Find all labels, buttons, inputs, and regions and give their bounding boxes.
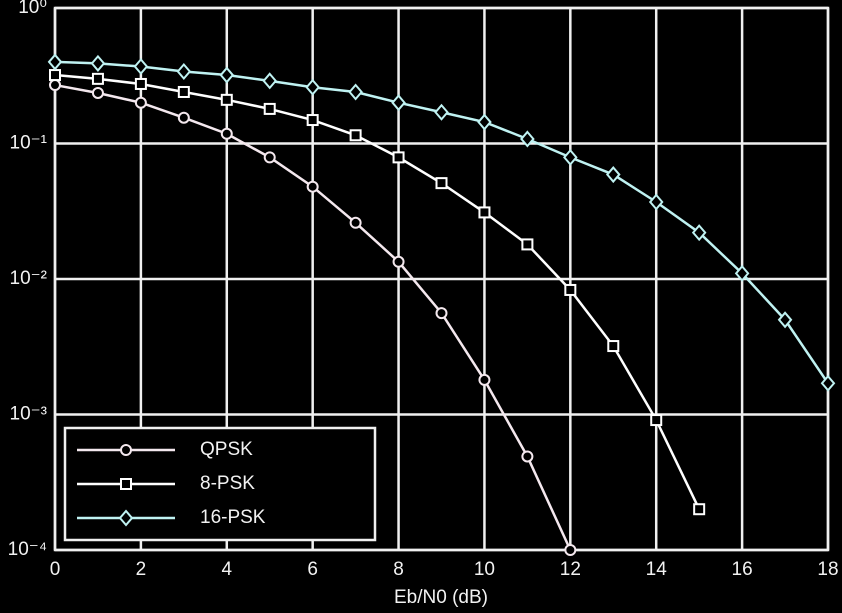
marker (220, 127, 233, 140)
marker (435, 307, 448, 320)
marker (693, 503, 706, 516)
marker (563, 148, 578, 166)
series-line (54, 73, 701, 510)
legend-label: 16-PSK (200, 507, 266, 528)
x-tick-label: 16 (732, 559, 753, 580)
series (47, 53, 836, 392)
marker (650, 414, 663, 427)
marker (134, 96, 147, 109)
marker (434, 103, 449, 121)
marker (263, 102, 276, 115)
marker (91, 72, 104, 85)
marker (564, 283, 577, 296)
series (49, 69, 706, 516)
marker (263, 151, 276, 164)
marker (734, 264, 750, 282)
marker (91, 86, 104, 99)
plot-frame (53, 6, 830, 552)
marker (564, 544, 577, 556)
marker (177, 85, 190, 98)
marker (478, 373, 491, 386)
marker (349, 129, 362, 142)
marker (134, 77, 147, 90)
marker (118, 509, 134, 527)
legend: QPSK 8-PSK 16-PSK (63, 426, 377, 542)
y-tick-label: 10⁰ (18, 0, 47, 18)
y-tick-label: 10⁻¹ (10, 133, 48, 154)
marker (47, 53, 63, 71)
marker (133, 57, 149, 76)
x-tick-label: 10 (474, 559, 495, 580)
marker (521, 450, 534, 463)
marker (605, 166, 621, 184)
x-tick-label: 0 (50, 559, 61, 580)
legend-label: 8-PSK (200, 473, 255, 494)
x-tick-label: 2 (136, 559, 147, 580)
marker (49, 69, 61, 82)
marker (219, 66, 235, 84)
marker (478, 206, 491, 219)
y-tick-label: 10⁻⁴ (8, 539, 47, 560)
marker (391, 94, 406, 112)
x-tick-label: 14 (646, 559, 668, 580)
marker (90, 54, 106, 72)
marker (120, 478, 132, 490)
x-tick-label: 8 (393, 559, 404, 580)
marker (348, 83, 363, 101)
marker (220, 93, 233, 106)
marker (521, 238, 534, 251)
marker (305, 78, 320, 96)
marker (177, 111, 190, 124)
marker (306, 180, 319, 193)
marker (477, 113, 492, 131)
marker (49, 79, 61, 92)
x-tick-label: 6 (307, 559, 318, 580)
marker (820, 374, 836, 392)
marker (435, 177, 448, 190)
legend-label: QPSK (200, 439, 253, 460)
x-tick-label: 4 (221, 559, 232, 580)
y-tick-label: 10⁻³ (10, 404, 48, 425)
marker (262, 72, 278, 90)
marker (648, 193, 664, 211)
marker (392, 151, 405, 164)
x-tick-label: 12 (560, 559, 581, 580)
marker (176, 62, 192, 81)
marker (607, 340, 620, 353)
marker (691, 224, 707, 242)
marker (777, 311, 793, 329)
x-tick-label: 18 (817, 559, 838, 580)
marker (520, 130, 535, 148)
marker (120, 444, 132, 456)
marker (392, 255, 405, 268)
x-axis-label: Eb/N0 (dB) (394, 587, 488, 608)
marker (349, 216, 362, 229)
marker (306, 114, 319, 127)
y-tick-label: 10⁻² (10, 268, 48, 289)
